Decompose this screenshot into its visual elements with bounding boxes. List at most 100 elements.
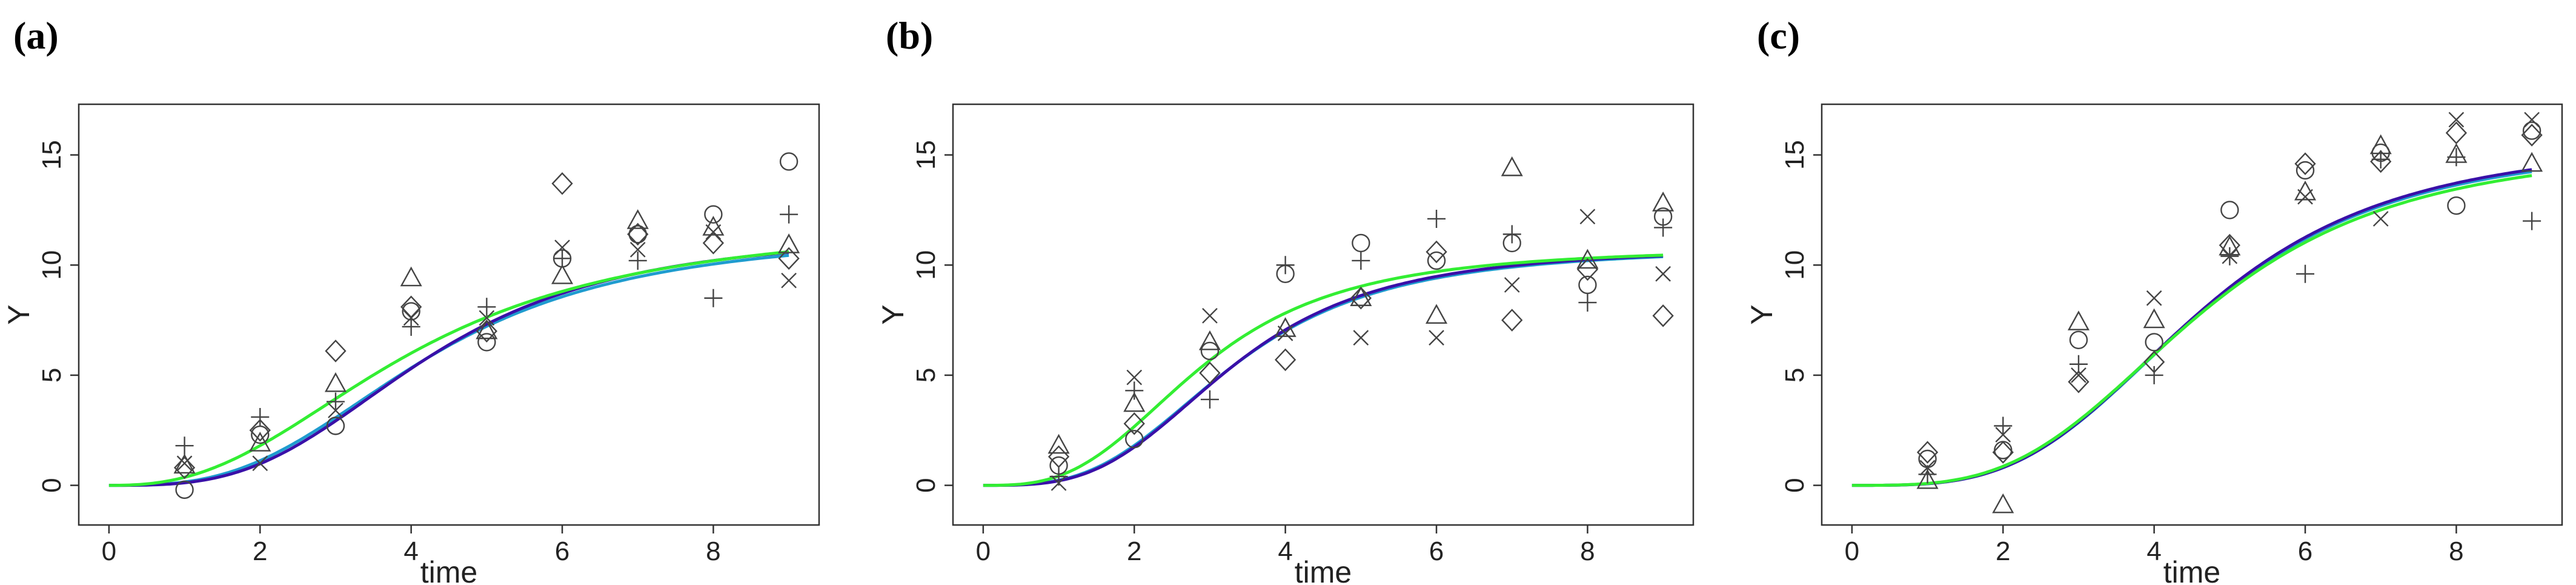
x-tick-label: 4	[1278, 537, 1292, 566]
fitted-curve-3	[983, 253, 1664, 487]
plot-frame	[1821, 103, 2563, 526]
data-point-cross	[1655, 266, 1671, 282]
data-point-circle	[1352, 233, 1370, 253]
data-point-diamond	[1652, 304, 1674, 327]
data-point-triangle	[1992, 493, 2014, 513]
data-point-diamond	[627, 222, 649, 246]
data-point-plus	[2296, 264, 2315, 283]
data-point-diamond	[2445, 121, 2468, 144]
panel-label: (a)	[13, 14, 59, 57]
data-point-triangle	[324, 372, 347, 392]
data-point-cross	[1504, 277, 1520, 293]
fitted-curve-2	[983, 254, 1664, 487]
data-point-cross	[1277, 326, 1293, 341]
data-point-diamond	[778, 247, 800, 270]
data-point-cross	[2071, 367, 2086, 383]
data-point-diamond	[1916, 441, 1939, 464]
panel-label: (c)	[1757, 14, 1800, 57]
x-tick-label: 4	[2146, 537, 2161, 566]
data-point-cross	[1051, 475, 1067, 491]
data-point-triangle	[626, 209, 649, 229]
data-point-diamond	[173, 456, 196, 480]
x-tick-label: 8	[2449, 537, 2463, 566]
data-point-plus	[1125, 381, 1144, 400]
data-point-plus	[402, 317, 420, 336]
y-tick-label: 15	[1780, 140, 1810, 170]
data-point-plus	[1352, 251, 1370, 270]
y-tick-label: 5	[1780, 368, 1810, 383]
data-point-plus	[326, 392, 345, 411]
data-point-diamond	[1992, 441, 2014, 464]
data-point-circle	[2069, 330, 2088, 349]
data-point-triangle	[778, 233, 800, 253]
data-point-diamond	[2370, 150, 2392, 173]
data-point-circle	[477, 333, 496, 352]
chart-panel-2: (b) 0 2 4 6 8 0 5 10 15 time Y	[876, 14, 1695, 585]
data-point-cross	[328, 403, 344, 418]
data-point-triangle	[702, 215, 725, 236]
x-tick-label: 0	[1845, 537, 1859, 566]
data-point-cross	[1126, 369, 1143, 386]
data-point-triangle	[249, 432, 271, 452]
fitted-curve-1	[108, 253, 789, 487]
x-tick-label: 6	[2298, 537, 2312, 566]
data-point-plus	[2371, 150, 2390, 169]
data-point-cross	[2297, 189, 2313, 205]
data-point-diamond	[1123, 412, 1145, 435]
data-point-diamond	[1350, 286, 1372, 310]
data-point-cross	[252, 455, 268, 472]
data-point-cross	[479, 310, 495, 326]
data-point-circle	[779, 152, 798, 171]
data-point-diamond	[2521, 124, 2543, 147]
chart-panel-1: (a) 0 2 4 6 8 0 5 10 15 time Y	[2, 14, 820, 585]
data-point-cross	[781, 272, 797, 289]
data-point-diamond	[2294, 152, 2316, 175]
data-point-plus	[628, 251, 647, 270]
data-point-plus	[704, 289, 723, 307]
data-point-circle	[704, 205, 723, 224]
data-point-diamond	[476, 319, 497, 343]
data-point-triangle	[1501, 156, 1523, 176]
x-tick-label: 2	[253, 537, 267, 566]
y-tick-label: 15	[911, 140, 941, 170]
data-point-cross	[176, 455, 193, 472]
data-point-diamond	[2219, 233, 2240, 257]
data-point-cross	[1579, 209, 1596, 225]
data-point-triangle	[1576, 249, 1599, 269]
x-axis-title: time	[1295, 555, 1352, 585]
y-axis-title: Y	[876, 304, 910, 324]
data-point-triangle	[1652, 192, 1675, 212]
y-tick-label: 0	[911, 478, 941, 492]
data-point-diamond	[400, 295, 422, 319]
data-point-triangle	[400, 266, 422, 287]
data-point-circle	[2295, 161, 2315, 180]
data-point-cross	[2524, 112, 2540, 128]
data-point-cross	[1429, 330, 1444, 346]
data-point-plus	[1994, 416, 2013, 435]
x-tick-label: 2	[1127, 537, 1141, 566]
fitted-curve-2	[108, 250, 789, 487]
data-point-diamond	[1199, 361, 1221, 385]
plot-frame	[78, 103, 820, 526]
x-tick-label: 8	[706, 537, 720, 566]
data-point-circle	[628, 225, 647, 244]
data-point-circle	[1918, 449, 1937, 469]
data-point-triangle	[2521, 152, 2543, 172]
data-point-triangle	[1123, 392, 1146, 412]
data-point-circle	[1578, 275, 1597, 295]
data-point-cross	[1202, 307, 1218, 324]
data-point-diamond	[1275, 348, 1296, 372]
data-point-cross	[1919, 460, 1936, 476]
data-point-plus	[2145, 366, 2163, 384]
data-point-cross	[1353, 330, 1369, 346]
x-tick-label: 2	[1996, 537, 2010, 566]
data-point-triangle	[2143, 308, 2165, 329]
data-point-circle	[1427, 251, 1446, 270]
data-point-cross	[629, 241, 646, 258]
data-point-circle	[175, 480, 194, 500]
data-point-circle	[2145, 333, 2163, 352]
fitted-curve-3	[108, 250, 789, 487]
data-point-diamond	[702, 232, 725, 255]
fitted-curve-1	[983, 255, 1664, 487]
y-tick-label: 10	[911, 250, 941, 280]
